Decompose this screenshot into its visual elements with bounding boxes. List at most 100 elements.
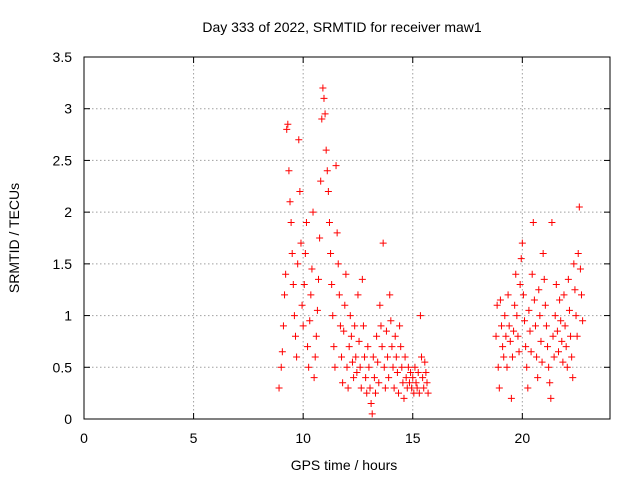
- data-point: [300, 281, 308, 289]
- data-point: [325, 218, 333, 226]
- data-point: [551, 312, 559, 320]
- data-point: [421, 358, 429, 366]
- data-point: [505, 322, 513, 330]
- data-point: [511, 301, 519, 309]
- data-point: [291, 332, 299, 340]
- data-point: [278, 348, 286, 356]
- data-point: [339, 379, 347, 387]
- data-point: [560, 291, 568, 299]
- x-tick-label: 20: [515, 430, 531, 446]
- data-point: [304, 343, 312, 351]
- data-point: [567, 332, 575, 340]
- data-point: [515, 348, 523, 356]
- data-point: [333, 229, 341, 237]
- data-point: [315, 275, 323, 283]
- data-point: [508, 353, 516, 361]
- data-point: [571, 286, 579, 294]
- data-point: [517, 255, 525, 263]
- data-point: [419, 374, 427, 382]
- x-tick-label: 0: [80, 430, 88, 446]
- data-point: [398, 363, 406, 371]
- data-point: [559, 358, 567, 366]
- data-point: [359, 322, 367, 330]
- data-point: [379, 239, 387, 247]
- y-tick-label: 1.5: [53, 256, 73, 272]
- data-point: [335, 291, 343, 299]
- data-point: [282, 270, 290, 278]
- data-point: [553, 327, 561, 335]
- data-point: [275, 384, 283, 392]
- data-point: [363, 389, 371, 397]
- data-point: [523, 363, 531, 371]
- data-point: [530, 296, 538, 304]
- data-point: [562, 343, 570, 351]
- data-point: [569, 374, 577, 382]
- data-point: [346, 312, 354, 320]
- x-tick-label: 5: [190, 430, 198, 446]
- data-point: [298, 301, 306, 309]
- data-point: [564, 275, 572, 283]
- data-point: [288, 250, 296, 258]
- data-point: [578, 291, 586, 299]
- data-point: [510, 327, 518, 335]
- data-point: [310, 374, 318, 382]
- data-point: [347, 332, 355, 340]
- data-point: [525, 306, 533, 314]
- data-point: [522, 343, 530, 351]
- data-point: [340, 327, 348, 335]
- data-point: [407, 368, 415, 376]
- data-point: [415, 389, 423, 397]
- data-point: [424, 389, 432, 397]
- data-point: [579, 317, 587, 325]
- data-point: [320, 94, 328, 102]
- data-point: [357, 384, 365, 392]
- data-point: [307, 291, 315, 299]
- grid: [84, 57, 610, 419]
- data-point: [507, 394, 515, 402]
- data-point: [293, 353, 301, 361]
- data-point: [396, 322, 404, 330]
- data-point: [391, 332, 399, 340]
- data-point: [313, 306, 321, 314]
- data-point: [316, 234, 324, 242]
- data-point: [572, 312, 580, 320]
- data-point: [413, 384, 421, 392]
- data-point: [373, 332, 381, 340]
- data-point: [422, 368, 430, 376]
- data-point: [392, 353, 400, 361]
- data-point: [561, 322, 569, 330]
- data-point: [416, 312, 424, 320]
- data-point: [381, 384, 389, 392]
- data-point: [295, 136, 303, 144]
- data-point: [528, 270, 536, 278]
- data-point: [493, 301, 501, 309]
- data-point: [405, 379, 413, 387]
- data-point: [533, 353, 541, 361]
- data-point: [319, 84, 327, 92]
- data-point: [345, 343, 353, 351]
- data-point: [338, 353, 346, 361]
- data-point: [361, 353, 369, 361]
- data-point: [352, 353, 360, 361]
- data-point: [308, 265, 316, 273]
- data-point: [336, 322, 344, 330]
- data-point: [499, 343, 507, 351]
- data-point: [544, 343, 552, 351]
- data-point: [506, 337, 514, 345]
- data-point: [397, 343, 405, 351]
- data-point: [305, 363, 313, 371]
- data-point: [366, 384, 374, 392]
- data-point: [279, 322, 287, 330]
- data-point: [356, 363, 364, 371]
- data-point: [400, 394, 408, 402]
- data-point: [387, 317, 395, 325]
- data-point: [512, 270, 520, 278]
- data-point: [540, 275, 548, 283]
- data-point: [331, 363, 339, 371]
- data-point: [423, 379, 431, 387]
- data-point: [364, 343, 372, 351]
- y-tick-labels: 0 0.5 1 1.5 2 2.5 3 3.5: [53, 49, 73, 427]
- data-point: [518, 239, 526, 247]
- data-point: [311, 353, 319, 361]
- x-axis-label: GPS time / hours: [291, 457, 398, 473]
